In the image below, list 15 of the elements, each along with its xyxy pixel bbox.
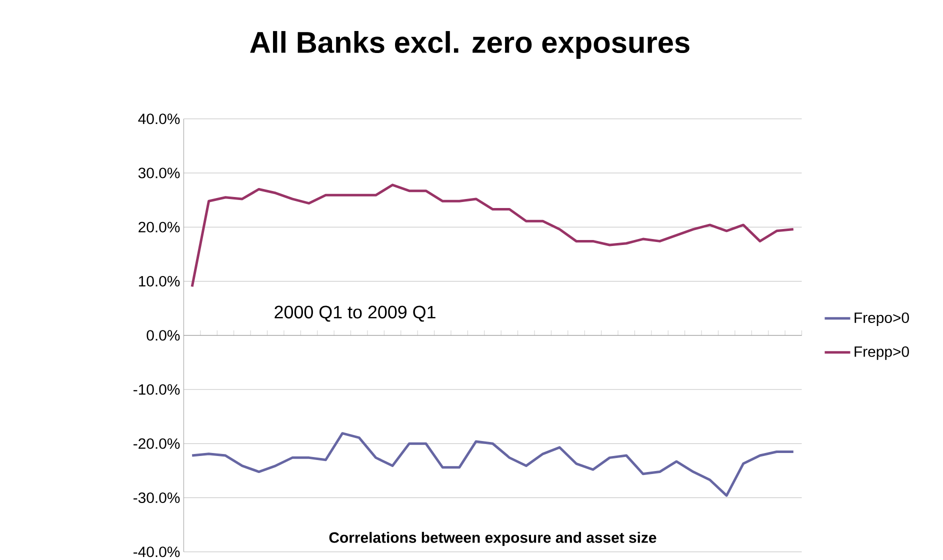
- y-tick-label: 40.0%: [138, 114, 180, 124]
- legend-label: Frepp>0: [854, 346, 909, 360]
- legend-label: Frepo>0: [854, 312, 909, 326]
- annotation: 2000 Q1 to 2009 Q1: [274, 306, 436, 322]
- line-series: [190, 432, 795, 497]
- annotation: Correlations between exposure and asset size: [329, 532, 656, 546]
- y-tick-label: 0.0%: [146, 330, 180, 341]
- y-tick-label: -40.0%: [134, 546, 180, 558]
- y-tick-label: -10.0%: [134, 384, 180, 395]
- y-tick-label: 20.0%: [138, 222, 180, 232]
- y-tick-label: 10.0%: [138, 276, 180, 287]
- chart-title: All Banks excl. zero exposures: [250, 31, 690, 59]
- y-tick-label: -20.0%: [134, 438, 180, 449]
- y-tick-label: 30.0%: [138, 168, 180, 178]
- y-tick-label: -30.0%: [134, 492, 180, 504]
